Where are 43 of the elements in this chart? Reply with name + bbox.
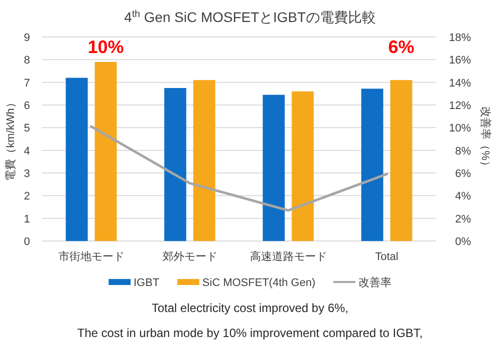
text: Total electricity cost improved by 6%, — [152, 301, 348, 315]
y2-tick-label: 18% — [448, 32, 472, 44]
bar — [361, 88, 384, 241]
y2-tick-label: 8% — [455, 145, 472, 158]
x-tick-label: 高速道路モード — [250, 250, 327, 263]
y2-tick-label: 2% — [455, 213, 472, 226]
y-tick-label: 3 — [24, 168, 30, 180]
legend-label: SiC MOSFET(4th Gen) — [202, 277, 316, 289]
y2-tick-label: 12% — [448, 100, 472, 112]
y2-tick-label: 10% — [448, 122, 472, 135]
y-axis-title: 電費（km/kWh） — [4, 97, 17, 181]
bar — [262, 94, 285, 241]
legend-label: 改善率 — [358, 276, 392, 289]
text: The cost in urban mode by 10% improvement compared to IGBT, — [77, 326, 423, 340]
bar — [66, 78, 88, 241]
y2-axis-title: 改善率（%） — [479, 106, 492, 172]
x-tick-label: 市街地モード — [58, 250, 124, 263]
x-tick-label: 郊外モード — [162, 250, 218, 263]
y2-tick-label: 0% — [455, 236, 472, 248]
bar — [94, 62, 117, 241]
y2-tick-label: 16% — [448, 54, 472, 67]
y-tick-label: 5 — [24, 122, 30, 135]
y-tick-label: 6 — [24, 100, 30, 112]
y-tick-label: 8 — [24, 54, 30, 67]
annotation: 10% — [88, 37, 124, 57]
bar — [193, 80, 216, 241]
chart-title: 4$^{th}$ Gen SiC MOSFETとIGBTの電費比較 — [124, 8, 376, 25]
y-tick-label: 4 — [24, 145, 30, 158]
y2-tick-label: 4% — [455, 190, 472, 203]
bar — [164, 88, 186, 241]
bar — [390, 80, 412, 241]
line-series — [90, 125, 388, 212]
x-tick-label: Total — [375, 251, 398, 263]
y2-tick-label: 14% — [448, 77, 472, 90]
legend-label: IGBT — [134, 277, 160, 289]
y-tick-label: 7 — [24, 77, 30, 90]
y2-tick-label: 6% — [455, 168, 472, 180]
y-tick-label: 1 — [24, 213, 30, 226]
y-tick-label: 0 — [24, 236, 30, 248]
y-tick-label: 9 — [24, 32, 30, 44]
annotation: 6% — [388, 37, 414, 57]
bar — [292, 91, 314, 241]
y-tick-label: 2 — [24, 190, 30, 203]
